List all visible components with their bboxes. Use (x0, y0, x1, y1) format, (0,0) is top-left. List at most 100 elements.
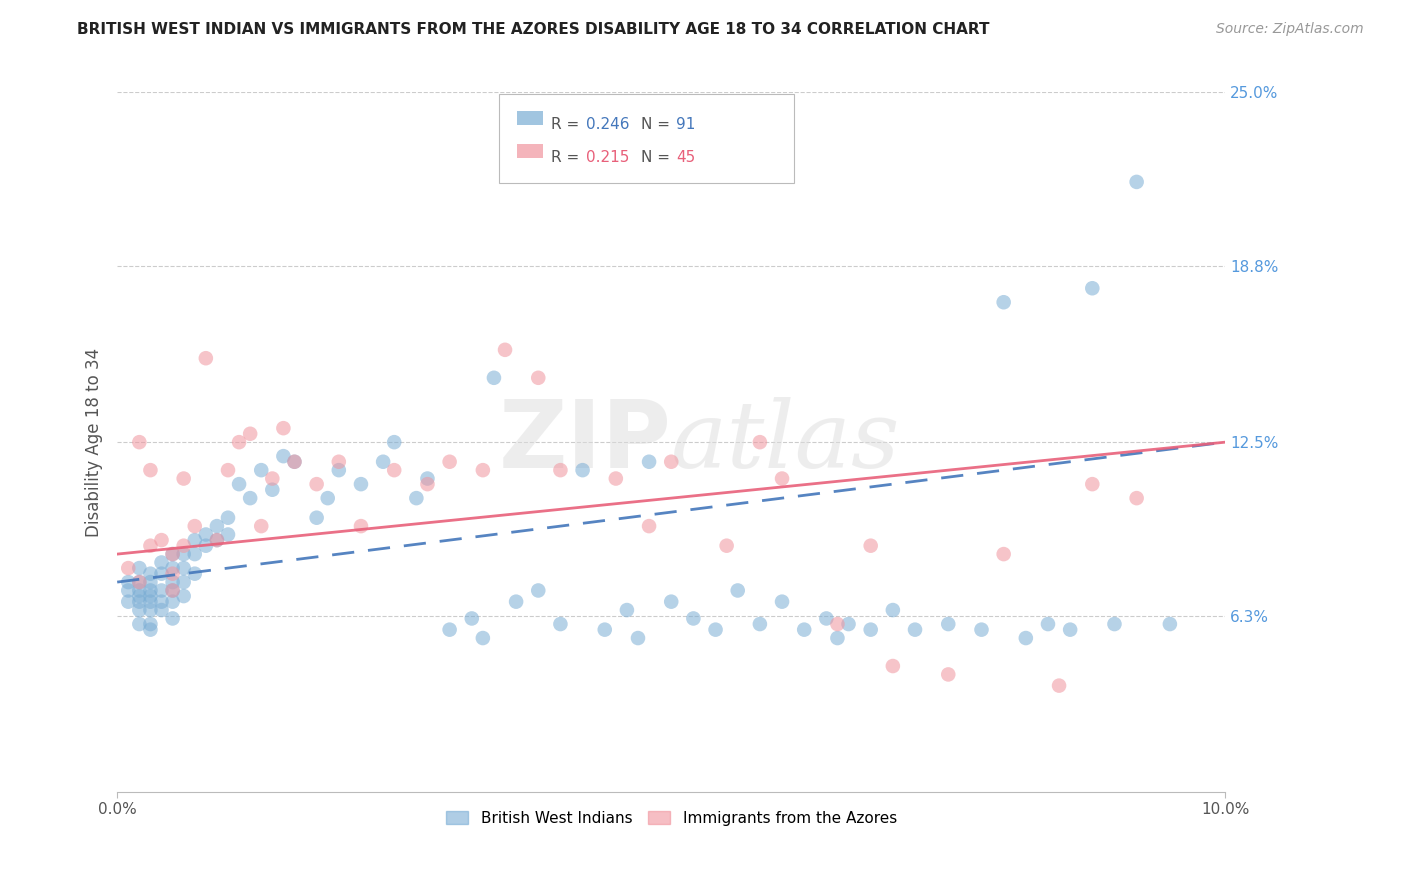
Point (382, 435, 405, 450)
Point (128, 561, 150, 575)
Text: 0.246: 0.246 (586, 117, 630, 132)
Point (305, 510, 328, 524)
Point (283, 455, 305, 469)
Point (461, 611, 484, 625)
Point (638, 455, 661, 469)
Point (1015, 631, 1038, 645)
Point (139, 566, 162, 581)
Point (173, 547, 195, 561)
Text: Source: ZipAtlas.com: Source: ZipAtlas.com (1216, 22, 1364, 37)
Point (262, 471, 284, 485)
Point (162, 575, 184, 590)
Point (936, 617, 959, 632)
Point (527, 583, 550, 598)
Point (815, 611, 838, 625)
Legend: British West Indians, Immigrants from the Azores: British West Indians, Immigrants from th… (437, 803, 904, 833)
Point (139, 463, 162, 477)
Point (139, 595, 162, 609)
Point (194, 351, 217, 366)
Point (128, 575, 150, 590)
Point (682, 611, 704, 625)
Point (550, 617, 572, 632)
Point (184, 547, 207, 561)
Point (1104, 617, 1126, 632)
Point (162, 583, 184, 598)
Point (228, 477, 250, 491)
Point (117, 561, 139, 575)
Point (527, 371, 550, 385)
Point (328, 463, 350, 477)
Point (162, 611, 184, 625)
Point (273, 449, 295, 463)
Point (838, 617, 860, 632)
Point (128, 583, 150, 598)
Text: atlas: atlas (671, 397, 901, 487)
Point (139, 583, 162, 598)
Point (494, 343, 516, 357)
Point (128, 575, 150, 590)
Point (371, 455, 394, 469)
Point (471, 631, 494, 645)
Point (139, 589, 162, 603)
Point (250, 463, 273, 477)
Point (505, 595, 527, 609)
Point (184, 533, 207, 547)
Point (205, 533, 228, 547)
Point (139, 617, 162, 632)
Point (936, 667, 959, 681)
Point (627, 631, 650, 645)
Point (150, 533, 173, 547)
Point (439, 455, 461, 469)
Point (194, 539, 217, 553)
Point (770, 471, 793, 485)
Point (117, 575, 139, 590)
Point (162, 595, 184, 609)
Text: ZIP: ZIP (498, 396, 671, 488)
Point (748, 435, 770, 450)
Point (405, 491, 427, 505)
Point (904, 623, 927, 637)
Point (150, 583, 173, 598)
Point (882, 603, 904, 617)
Point (382, 463, 405, 477)
Point (217, 463, 239, 477)
Point (827, 617, 849, 632)
Point (273, 421, 295, 435)
Point (770, 595, 793, 609)
Point (205, 533, 228, 547)
Point (184, 566, 207, 581)
Point (827, 631, 849, 645)
Point (239, 491, 262, 505)
Point (350, 519, 373, 533)
Point (793, 623, 815, 637)
Point (173, 575, 195, 590)
Text: R =: R = (551, 150, 585, 165)
Point (162, 547, 184, 561)
Point (150, 603, 173, 617)
Y-axis label: Disability Age 18 to 34: Disability Age 18 to 34 (86, 348, 103, 537)
Point (316, 491, 339, 505)
Point (716, 539, 738, 553)
Point (139, 603, 162, 617)
Point (205, 519, 228, 533)
Text: BRITISH WEST INDIAN VS IMMIGRANTS FROM THE AZORES DISABILITY AGE 18 TO 34 CORREL: BRITISH WEST INDIAN VS IMMIGRANTS FROM T… (77, 22, 990, 37)
Point (150, 595, 173, 609)
Point (162, 561, 184, 575)
Point (283, 455, 305, 469)
Text: R =: R = (551, 117, 585, 132)
Point (250, 519, 273, 533)
Point (228, 435, 250, 450)
Point (162, 547, 184, 561)
Point (184, 519, 207, 533)
Point (350, 477, 373, 491)
Point (616, 603, 638, 617)
Point (173, 561, 195, 575)
Point (128, 603, 150, 617)
Point (1125, 175, 1147, 189)
Point (128, 617, 150, 632)
Point (117, 583, 139, 598)
Text: 0.215: 0.215 (586, 150, 630, 165)
Point (659, 455, 682, 469)
Point (1036, 617, 1059, 632)
Point (993, 547, 1015, 561)
